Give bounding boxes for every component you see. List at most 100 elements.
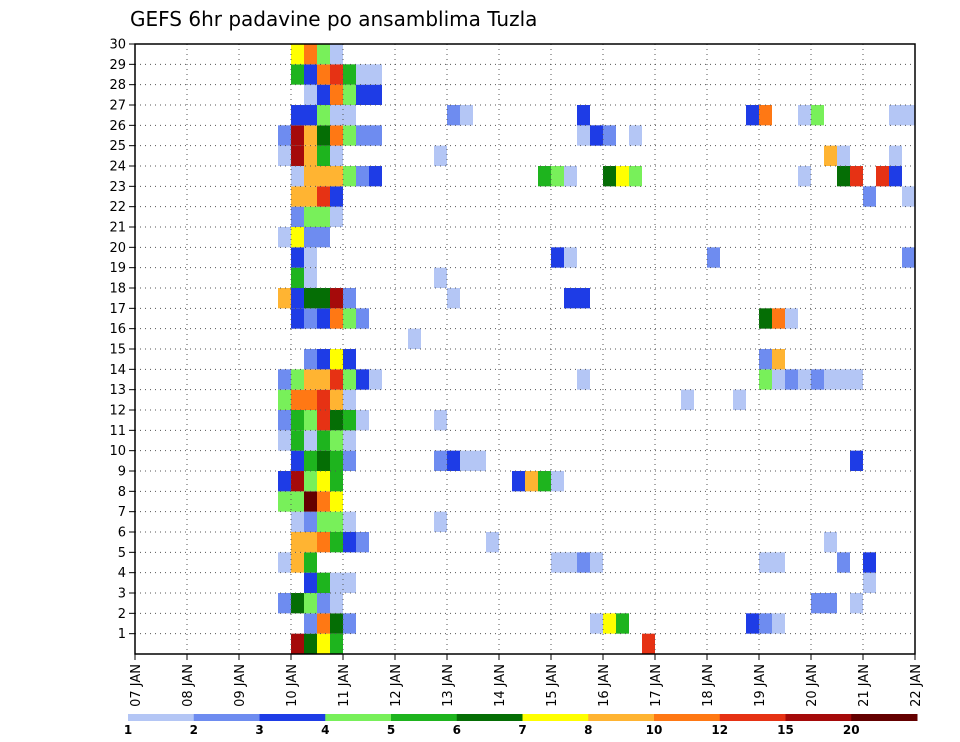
precip-cell [512,471,525,492]
precip-cell [902,105,915,126]
precip-cell [759,369,772,390]
precip-cell [577,125,590,146]
precip-cell [343,105,356,126]
y-tick-label: 17 [109,302,126,317]
colorbar-swatch [259,714,326,721]
precip-cell [564,288,577,309]
precip-cell [304,593,317,614]
precip-cell [291,511,304,532]
precip-cell [551,247,564,268]
y-tick-label: 9 [118,465,126,480]
precip-cell [369,369,382,390]
precip-cell [863,186,876,207]
precip-cell [811,105,824,126]
colorbar-label: 5 [387,723,395,737]
precip-cell [434,450,447,471]
colorbar-swatch [719,714,786,721]
x-tick-label: 08 JAN [181,664,196,707]
precip-cell [317,369,330,390]
x-tick-label: 13 JAN [441,664,456,707]
precip-cell [434,145,447,166]
y-tick-label: 30 [109,38,126,53]
precip-cell [343,288,356,309]
precip-cell [278,145,291,166]
precip-cell [304,369,317,390]
precip-cell [330,613,343,634]
precip-cell [603,166,616,187]
precip-cell [304,267,317,288]
precip-cell [304,105,317,126]
precip-cell [317,308,330,329]
precip-cell [304,511,317,532]
precip-cell [304,84,317,105]
precip-cell [629,125,642,146]
precip-cell [330,64,343,85]
precip-cell [291,369,304,390]
precip-cell [681,389,694,410]
precip-cell [824,532,837,553]
colorbar-swatch [193,714,260,721]
precip-cell [304,166,317,187]
precip-cell [317,593,330,614]
precip-cell [759,105,772,126]
y-tick-label: 25 [109,139,126,154]
precip-cell [603,125,616,146]
precip-cell [343,389,356,410]
precip-cell [889,166,902,187]
y-tick-label: 12 [109,404,126,419]
colorbar-swatch [654,714,721,721]
precip-cell [837,552,850,573]
precip-cell [291,145,304,166]
x-tick-label: 18 JAN [701,664,716,707]
precip-cell [330,471,343,492]
precip-cell [278,491,291,512]
precip-cell [317,206,330,227]
precip-cell [317,471,330,492]
y-tick-label: 11 [109,424,126,439]
precip-cell [356,410,369,431]
precip-cell [278,410,291,431]
precip-cell [317,125,330,146]
precip-cell [330,369,343,390]
precip-cell [707,247,720,268]
precip-cell [343,532,356,553]
colorbar-label: 6 [453,723,461,737]
precip-cell [564,552,577,573]
precip-cell [317,450,330,471]
precip-cell [343,450,356,471]
precip-cell [369,166,382,187]
precip-cell [291,308,304,329]
x-tick-label: 22 JAN [909,664,924,707]
precip-cell [356,125,369,146]
colorbar-label: 4 [321,723,329,737]
precip-cell [460,450,473,471]
precip-cell [434,410,447,431]
precip-cell [460,105,473,126]
y-axis: 1234567891011121314151617181920212223242… [109,38,135,642]
precip-cell [616,613,629,634]
precip-cell [343,166,356,187]
precip-cell [291,532,304,553]
precip-cell [577,369,590,390]
y-tick-label: 20 [109,241,126,256]
precip-cell [798,105,811,126]
precip-cell [356,532,369,553]
precip-cell [291,491,304,512]
precip-cell [759,349,772,370]
precip-cell [772,552,785,573]
precip-cell [330,145,343,166]
precip-cell [304,491,317,512]
colorbar-label: 15 [777,723,794,737]
precip-cell [785,308,798,329]
precip-cell [291,288,304,309]
precip-cell [317,145,330,166]
colorbar-label: 1 [124,723,132,737]
precip-cell [278,430,291,451]
precip-cell [291,105,304,126]
precip-cell [850,450,863,471]
precip-cell [304,64,317,85]
precip-cell [369,125,382,146]
precip-cell [304,450,317,471]
precip-cell [538,471,551,492]
